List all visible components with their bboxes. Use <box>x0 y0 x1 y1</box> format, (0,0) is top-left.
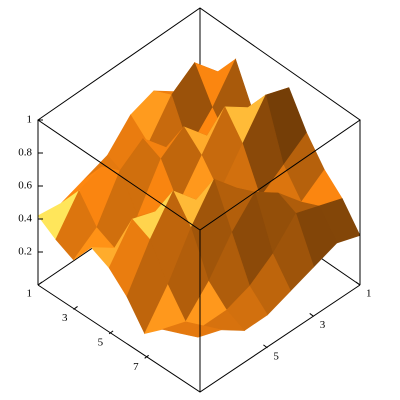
x-tick-label: 5 <box>98 336 104 348</box>
z-tick-label: 0.4 <box>18 213 32 225</box>
surface-patch <box>179 325 223 338</box>
x-tick-label: 1 <box>27 288 33 300</box>
y-tick <box>263 344 268 349</box>
x-tick <box>108 330 114 335</box>
box-front <box>37 7 361 393</box>
box-edge <box>37 284 361 393</box>
x-tick <box>37 281 43 286</box>
z-tick-label: 0.8 <box>18 147 32 159</box>
y-tick <box>355 281 361 286</box>
x-tick <box>144 354 149 359</box>
z-tick-label: 0.6 <box>18 180 32 192</box>
x-tick-label: 7 <box>133 361 139 373</box>
y-tick-label: 5 <box>273 350 279 362</box>
x-tick <box>73 306 78 310</box>
y-tick-label: 3 <box>320 319 326 331</box>
ticks: 0.2 0.4 0.6 0.8 1 1 3 5 7 1 3 5 <box>18 114 371 373</box>
x-tick-label: 3 <box>62 312 68 324</box>
z-tick-label: 0.2 <box>18 246 32 258</box>
surface <box>37 58 361 338</box>
y-tick <box>309 313 315 317</box>
z-tick-label: 1 <box>27 114 33 126</box>
y-tick-label: 1 <box>366 288 372 300</box>
